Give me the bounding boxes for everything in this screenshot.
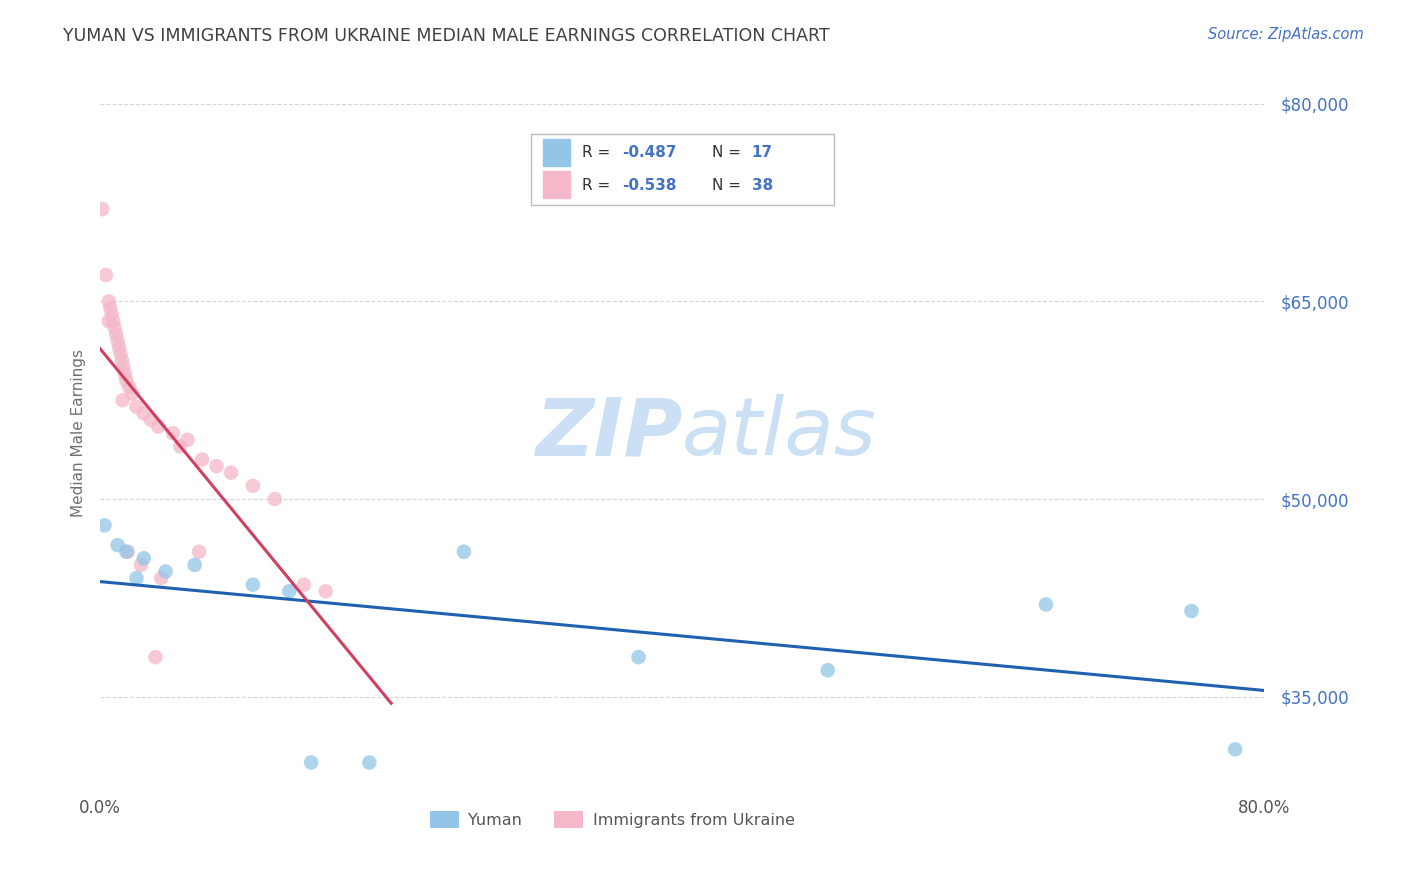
Point: [1180, 604, 1202, 618]
Point: [176, 433, 198, 447]
Point: [1223, 742, 1246, 756]
Point: [125, 400, 148, 414]
Point: [105, 327, 128, 342]
Point: [108, 341, 131, 355]
Point: [111, 353, 134, 368]
Point: [188, 545, 211, 559]
Point: [242, 577, 264, 591]
Point: [114, 367, 136, 381]
Point: [129, 558, 152, 572]
Point: [627, 650, 650, 665]
Point: [139, 413, 162, 427]
Point: [150, 571, 173, 585]
Point: [107, 334, 129, 348]
Point: [121, 386, 143, 401]
Point: [117, 545, 139, 559]
Text: ZIP: ZIP: [534, 394, 682, 472]
Point: [145, 650, 167, 665]
Point: [103, 314, 125, 328]
Point: [1035, 598, 1057, 612]
Text: YUMAN VS IMMIGRANTS FROM UKRAINE MEDIAN MALE EARNINGS CORRELATION CHART: YUMAN VS IMMIGRANTS FROM UKRAINE MEDIAN …: [63, 27, 830, 45]
Point: [104, 320, 127, 334]
Point: [97, 294, 120, 309]
Point: [125, 571, 148, 585]
Point: [162, 426, 184, 441]
Point: [183, 558, 205, 572]
Point: [205, 459, 228, 474]
Point: [100, 308, 122, 322]
Point: [111, 393, 134, 408]
Point: [453, 545, 475, 559]
Point: [191, 452, 214, 467]
Point: [107, 538, 129, 552]
Point: [112, 360, 135, 375]
Legend: Yuman, Immigrants from Ukraine: Yuman, Immigrants from Ukraine: [423, 805, 801, 834]
Point: [94, 268, 117, 282]
Point: [817, 663, 839, 677]
Point: [155, 565, 177, 579]
Point: [148, 419, 170, 434]
Point: [359, 756, 381, 770]
Point: [242, 479, 264, 493]
Point: [132, 551, 155, 566]
Point: [219, 466, 242, 480]
Text: atlas: atlas: [682, 394, 877, 472]
Text: Source: ZipAtlas.com: Source: ZipAtlas.com: [1208, 27, 1364, 42]
Point: [98, 301, 121, 315]
Point: [110, 347, 132, 361]
Point: [91, 202, 114, 217]
Point: [93, 518, 115, 533]
Point: [97, 314, 120, 328]
Point: [278, 584, 301, 599]
Point: [315, 584, 337, 599]
Point: [132, 406, 155, 420]
Point: [118, 380, 141, 394]
Point: [263, 491, 285, 506]
Point: [115, 545, 138, 559]
Point: [299, 756, 322, 770]
Point: [115, 374, 138, 388]
Y-axis label: Median Male Earnings: Median Male Earnings: [72, 349, 86, 517]
Point: [169, 439, 191, 453]
Point: [292, 577, 315, 591]
